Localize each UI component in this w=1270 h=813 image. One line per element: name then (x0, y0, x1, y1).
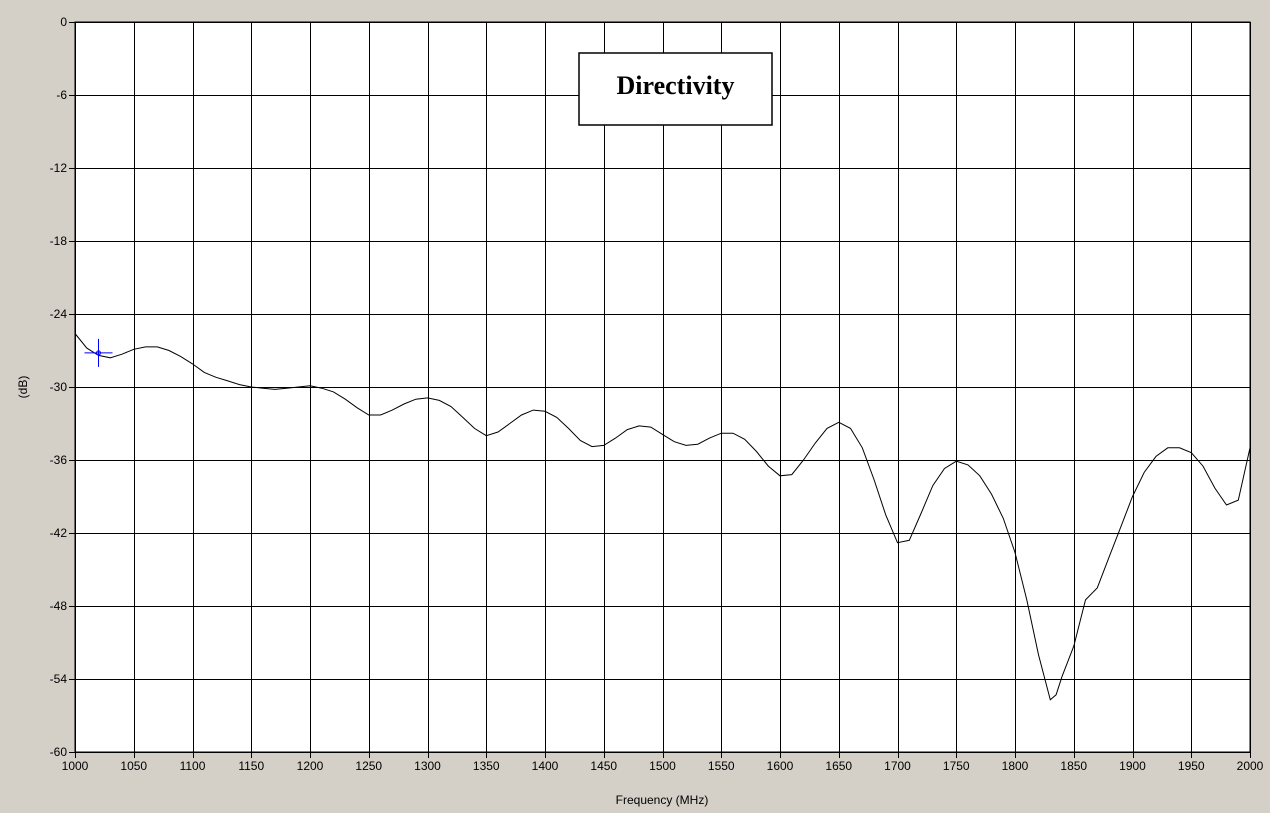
series-line (74, 333, 1251, 701)
x-tick-label: 1250 (355, 759, 382, 773)
x-tick-label: 2000 (1237, 759, 1264, 773)
y-tick-label: -18 (50, 234, 68, 248)
x-tick-label: 1750 (943, 759, 970, 773)
y-tick-label: -24 (50, 307, 68, 321)
cursor-dot (96, 350, 101, 356)
x-tick-label: 1150 (238, 759, 264, 773)
x-tick-label: 1400 (532, 759, 559, 773)
grid (75, 22, 1251, 753)
y-tick-label: -54 (50, 672, 68, 686)
y-axis: 0 -6 -12 -18 -24 -30 -36 -42 -48 -54 -60 (50, 15, 75, 759)
title-box: Directivity (578, 52, 773, 126)
cursor-crosshair[interactable] (84, 338, 113, 367)
x-tick-label: 1450 (590, 759, 617, 773)
x-tick-label: 1350 (473, 759, 500, 773)
x-axis-title: Frequency (MHz) (616, 793, 709, 807)
x-tick-label: 1800 (1002, 759, 1029, 773)
y-tick-label: -36 (50, 453, 68, 467)
y-tick-label: -30 (50, 380, 68, 394)
x-tick-label: 1500 (649, 759, 676, 773)
x-tick-label: 1100 (180, 759, 206, 773)
y-tick-label: -12 (50, 161, 68, 175)
x-tick-label: 1700 (884, 759, 911, 773)
chart-title: Directivity (617, 71, 735, 100)
x-axis: 1000 1050 1100 1150 1200 1250 1300 1350 1400 1450… (62, 752, 1264, 773)
x-tick-label: 1900 (1119, 759, 1146, 773)
x-tick-label: 1950 (1178, 759, 1205, 773)
y-tick-label: 0 (60, 15, 67, 29)
x-tick-label: 1300 (414, 759, 441, 773)
y-tick-label: -60 (50, 745, 68, 759)
x-tick-label: 1200 (297, 759, 324, 773)
x-tick-label: 1050 (120, 759, 147, 773)
x-tick-label: 1000 (62, 759, 89, 773)
y-tick-label: -42 (50, 526, 68, 540)
y-tick-label: -6 (56, 88, 67, 102)
x-tick-label: 1650 (825, 759, 852, 773)
y-tick-label: -48 (50, 599, 68, 613)
x-tick-label: 1550 (708, 759, 735, 773)
y-axis-title: (dB) (16, 376, 30, 399)
x-tick-label: 1850 (1060, 759, 1087, 773)
x-tick-label: 1600 (767, 759, 794, 773)
